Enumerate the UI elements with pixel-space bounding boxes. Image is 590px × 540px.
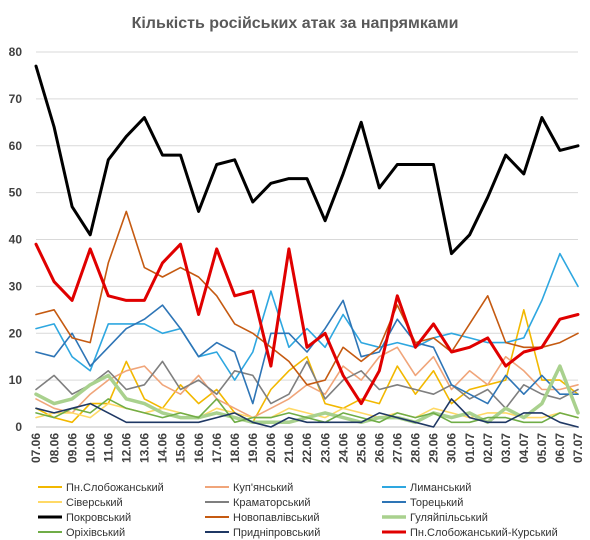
legend-label: Краматорський [233, 497, 311, 509]
legend-label: Куп'янський [233, 482, 293, 494]
legend-label: Оріхівський [66, 527, 125, 539]
x-tick-label: 18.06 [228, 433, 242, 463]
y-tick-label: 20 [9, 326, 23, 340]
series-line-7 [34, 64, 580, 256]
series-line-8 [35, 210, 579, 386]
x-tick-label: 26.06 [372, 433, 386, 463]
legend-label: Пн.Слобожанський-Курський [410, 527, 558, 539]
legend-label: Сіверський [66, 497, 123, 509]
x-tick-label: 16.06 [192, 433, 206, 463]
y-tick-label: 40 [9, 233, 23, 247]
y-tick-label: 70 [9, 92, 23, 106]
x-tick-label: 12.06 [120, 433, 134, 463]
legend-label: Новопавлівський [233, 512, 319, 524]
series-lines [34, 64, 580, 428]
x-tick-label: 22.06 [300, 433, 314, 463]
x-axis-ticks: 07.06 08.06 09.06 10.06 11.06 12.06 13.06 14.06… [29, 433, 585, 463]
x-tick-label: 29.06 [427, 433, 441, 463]
series-line-11 [35, 398, 579, 428]
x-tick-label: 02.07 [481, 433, 495, 463]
x-tick-label: 09.06 [65, 433, 79, 463]
x-tick-label: 30.06 [445, 433, 459, 463]
x-tick-label: 25.06 [354, 433, 368, 463]
x-tick-label: 15.06 [174, 433, 188, 463]
legend-label: Гуляйпільський [410, 512, 488, 524]
x-tick-label: 20.06 [264, 433, 278, 463]
y-tick-label: 30 [9, 279, 23, 293]
x-tick-label: 24.06 [336, 433, 350, 463]
series-line-12 [34, 242, 580, 406]
y-tick-label: 0 [15, 420, 22, 434]
x-tick-label: 07.07 [571, 433, 585, 463]
y-axis-ticks: 0 10 20 30 40 50 60 70 80 [9, 45, 23, 434]
x-tick-label: 21.06 [282, 433, 296, 463]
x-tick-label: 08.06 [47, 433, 61, 463]
y-tick-label: 10 [9, 373, 23, 387]
x-tick-label: 17.06 [210, 433, 224, 463]
x-tick-label: 05.07 [535, 433, 549, 463]
legend-label: Торецький [410, 497, 463, 509]
legend-label: Лиманський [410, 482, 471, 494]
x-tick-label: 19.06 [246, 433, 260, 463]
x-tick-label: 13.06 [138, 433, 152, 463]
legend-label: Покровський [66, 512, 131, 524]
x-tick-label: 03.07 [499, 433, 513, 463]
grid-lines [36, 51, 578, 428]
x-tick-label: 11.06 [101, 433, 115, 463]
x-tick-label: 27.06 [391, 433, 405, 463]
x-tick-label: 10.06 [83, 433, 97, 463]
x-tick-label: 07.06 [29, 433, 43, 463]
chart-legend: Пн.Слобожанський Куп'янський Лиманський Сів… [38, 482, 558, 539]
x-tick-label: 04.07 [517, 433, 531, 463]
x-tick-label: 28.06 [409, 433, 423, 463]
y-tick-label: 60 [9, 139, 23, 153]
x-tick-label: 23.06 [318, 433, 332, 463]
legend-label: Пн.Слобожанський [66, 482, 164, 494]
series-line-3 [35, 252, 579, 381]
chart-title: Кількість російських атак за напрямками [132, 15, 459, 32]
y-tick-label: 80 [9, 45, 23, 59]
series-line-6 [35, 299, 579, 405]
x-tick-label: 14.06 [156, 433, 170, 463]
x-tick-label: 01.07 [463, 433, 477, 463]
series-line-10 [35, 398, 579, 424]
x-tick-label: 06.07 [553, 433, 567, 463]
series-line-9 [34, 364, 580, 425]
series-line-5 [35, 360, 579, 410]
legend-label: Придніпровський [233, 527, 320, 539]
y-tick-label: 50 [9, 186, 23, 200]
